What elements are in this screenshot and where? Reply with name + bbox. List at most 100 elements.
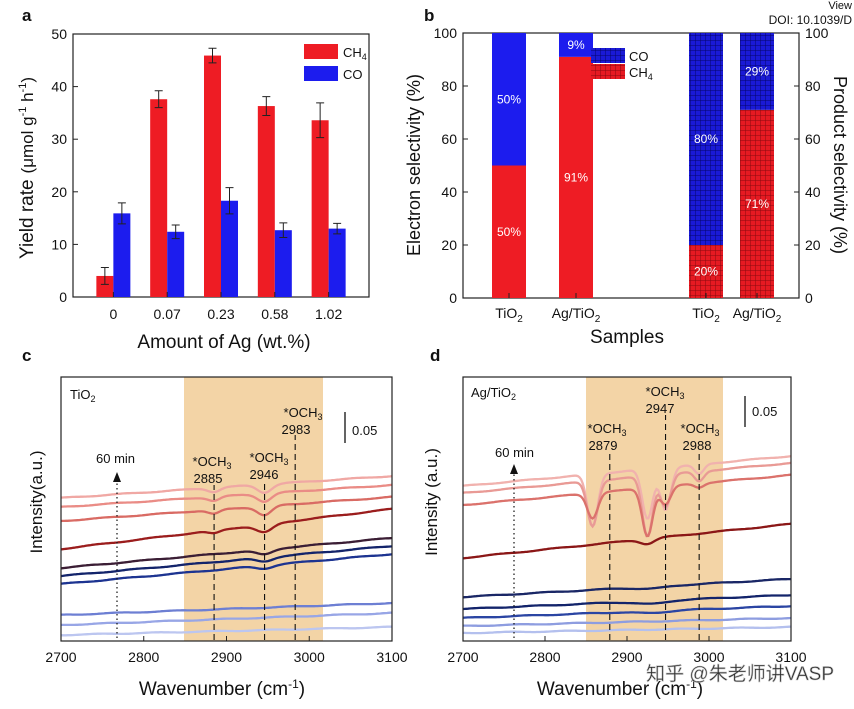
xtick-label-b-3: Ag/TiO2 xyxy=(733,305,782,325)
spectrum-line-d-1 xyxy=(462,455,792,529)
panel-c-peak-3-name: *OCH3 xyxy=(284,405,323,422)
panel-a-chart: 0 0.07 0.23 0.58 1.02 0 10 20 30 40 50 CH4 CO Amou… xyxy=(17,26,370,353)
panel-b-frame xyxy=(462,32,800,299)
ytick-label-b-right-80: 80 xyxy=(805,78,821,94)
ytick-label-b-left-100: 100 xyxy=(434,25,458,41)
panel-d-ylabel: Intensity (a.u.) xyxy=(422,448,441,556)
doi-text: DOI: 10.1039/D xyxy=(769,13,853,27)
panel-b-xlabel: Samples xyxy=(590,327,664,348)
panel-d-scale-label: 0.05 xyxy=(752,404,777,419)
errorbar-co-0.58 xyxy=(279,222,288,239)
stacked-bar-co-0 xyxy=(492,33,526,166)
panel-c-time-label: 60 min xyxy=(96,451,135,466)
ytick-label-b-right-100: 100 xyxy=(805,25,829,41)
spectrum-line-d-7 xyxy=(462,605,792,619)
panel-d-peak-2-name: *OCH3 xyxy=(646,384,685,401)
panel-c-peak-1-name: *OCH3 xyxy=(193,454,232,471)
panel-b-ylabel-left: Electron selectivity (%) xyxy=(404,74,424,256)
spectrum-line-c-9 xyxy=(61,611,393,627)
xtick-label-d-3100: 3100 xyxy=(775,649,806,665)
xtick-label-c-2900: 2900 xyxy=(211,649,242,665)
bar-ch4-0.58 xyxy=(257,106,275,297)
legend-co-swatch-a xyxy=(304,66,338,81)
xtick-label-b-1: Ag/TiO2 xyxy=(552,305,601,325)
panel-d-peak-1-value: 2879 xyxy=(589,438,618,453)
panel-c-time-arrowhead xyxy=(113,472,121,482)
panel-a-ylabel: Yield rate(μmol g-1 h-1) xyxy=(17,77,38,259)
legend-co-label-b: CO xyxy=(629,49,649,64)
xtick-label-b-0: TiO2 xyxy=(495,305,523,325)
errorbar-co-0 xyxy=(117,202,126,225)
legend-ch4-swatch-a xyxy=(304,44,338,59)
ytick-label-a-50: 50 xyxy=(51,26,67,42)
xtick-label-d-3000: 3000 xyxy=(693,649,724,665)
ytick-label-b-left-80: 80 xyxy=(441,78,457,94)
spectrum-line-d-6 xyxy=(462,594,791,611)
xtick-label-d-2700: 2700 xyxy=(447,649,478,665)
panel-c-xlabel: Wavenumber (cm-1) xyxy=(139,677,305,700)
panel-d-xlabel: Wavenumber (cm-1) xyxy=(537,677,703,700)
ytick-label-b-left-20: 20 xyxy=(441,237,457,253)
xtick-label-c-2800: 2800 xyxy=(128,649,159,665)
xtick-label-a-0.58: 0.58 xyxy=(261,306,288,322)
panel-d-sample-label: Ag/TiO2 xyxy=(471,385,516,402)
stacked-bar-ch4-3 xyxy=(740,109,774,298)
ytick-label-b-right-20: 20 xyxy=(805,237,821,253)
ytick-label-a-20: 20 xyxy=(51,184,67,200)
panel-c-scale-label: 0.05 xyxy=(352,423,377,438)
spectrum-line-c-2 xyxy=(60,483,393,508)
spectrum-line-c-1 xyxy=(60,475,393,499)
bar-label-ch4-2: 20% xyxy=(694,265,718,279)
xtick-label-c-2700: 2700 xyxy=(45,649,76,665)
stacked-bar-ch4-0 xyxy=(492,165,526,298)
bar-ch4-0.07 xyxy=(150,99,168,297)
panel-d-peak-2-value: 2947 xyxy=(646,401,675,416)
xtick-label-a-1.02: 1.02 xyxy=(315,306,342,322)
panel-d-time-label: 60 min xyxy=(495,445,534,460)
panel-b-chart: 50% 50% 91% 9% 20% 80% 71% 29% TiO2 Ag/TiO2 TiO2 A… xyxy=(404,25,850,348)
legend-co-swatch-b xyxy=(591,48,625,63)
panel-label-a: a xyxy=(22,6,32,25)
bar-ch4-0.23 xyxy=(204,55,221,297)
stacked-bar-co-2 xyxy=(689,33,723,245)
xtick-label-b-2: TiO2 xyxy=(692,305,720,325)
view-text: View xyxy=(828,0,852,12)
bar-label-co-1: 9% xyxy=(567,38,585,52)
bar-label-co-0: 50% xyxy=(497,92,521,106)
xtick-label-c-3000: 3000 xyxy=(294,649,325,665)
bar-co-0 xyxy=(113,213,131,297)
bar-ch4-1.02 xyxy=(311,120,329,297)
errorbar-ch4-0.07 xyxy=(154,90,163,109)
spectrum-line-c-6 xyxy=(60,545,393,578)
panel-d-time-arrowhead xyxy=(510,464,518,474)
legend-ch4-swatch-b xyxy=(591,64,625,79)
stacked-bar-co-3 xyxy=(740,33,774,110)
bar-co-1.02 xyxy=(328,228,346,297)
bar-ch4-0 xyxy=(96,275,114,297)
panel-c-peak-2-value: 2946 xyxy=(250,467,279,482)
ytick-label-b-right-0: 0 xyxy=(805,290,813,306)
panel-label-b: b xyxy=(424,6,434,25)
ytick-label-a-10: 10 xyxy=(51,236,67,252)
panel-d-chart: 2700 2800 2900 3000 3100 Ag/TiO2 0.05 60 min… xyxy=(422,376,807,700)
errorbar-ch4-1.02 xyxy=(316,102,325,139)
spectrum-line-d-4 xyxy=(462,522,792,560)
panel-c-ylabel: Intensity(a.u.) xyxy=(27,451,46,554)
panel-b-ylabel-right: Product selectivity (%) xyxy=(830,76,850,254)
panel-label-d: d xyxy=(430,346,440,365)
spectrum-line-d-8 xyxy=(463,616,792,627)
bar-co-0.23 xyxy=(221,200,238,297)
ytick-label-a-30: 30 xyxy=(51,131,67,147)
ytick-label-a-0: 0 xyxy=(59,289,67,305)
stacked-bar-ch4-1 xyxy=(559,56,593,298)
bar-co-0.58 xyxy=(274,230,292,297)
panel-c-peak-2-name: *OCH3 xyxy=(250,450,289,467)
spectrum-line-c-8 xyxy=(61,601,393,616)
errorbar-co-0.23 xyxy=(225,187,234,215)
errorbar-ch4-0.58 xyxy=(262,96,271,117)
stacked-bar-co-1 xyxy=(559,33,593,57)
legend-co-label-a: CO xyxy=(343,67,363,82)
ytick-label-b-left-60: 60 xyxy=(441,131,457,147)
xtick-label-a-0: 0 xyxy=(109,306,117,322)
